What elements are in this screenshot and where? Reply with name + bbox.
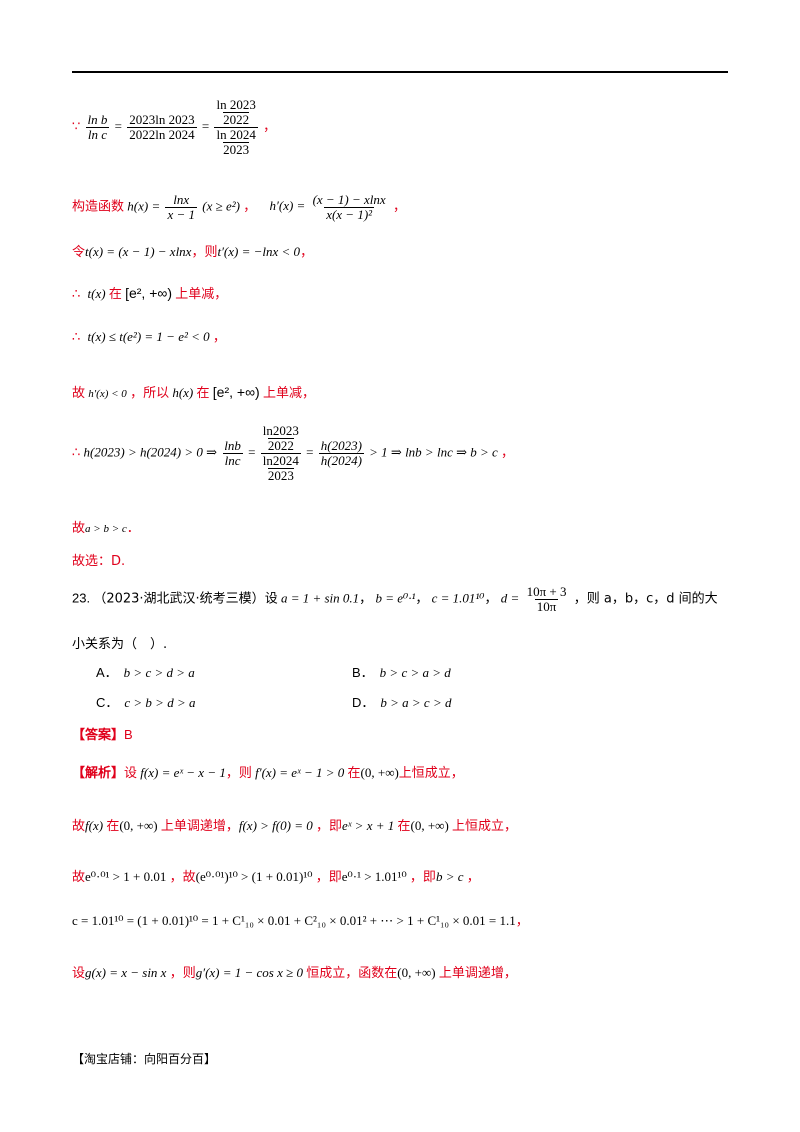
because-symbol: ∵ bbox=[72, 119, 81, 135]
line-let-t: 令t(x) = (x − 1) − xlnx，则t′(x) = −lnx < 0… bbox=[72, 244, 314, 260]
option-b[interactable]: B． b > c > a > d bbox=[352, 665, 451, 680]
analysis-line-2: 故f(x) 在(0, +∞) 上单调递增，f(x) > f(0) = 0 ，即e… bbox=[72, 818, 518, 834]
line-choose: 故选：D. bbox=[72, 554, 126, 569]
line-construct: 构造函数 h(x) = lnx x − 1 (x ≥ e²) ， h′(x) = … bbox=[72, 192, 406, 222]
line-h-decreasing: 故 h′(x) < 0 ，所以 h(x) 在 [e², +∞) 上单减， bbox=[72, 384, 315, 401]
footer-shop-name: 【淘宝店铺：向阳百分百】 bbox=[72, 1052, 217, 1066]
header-rule bbox=[72, 71, 728, 73]
line-ratio: ∵ ln b ln c = 2023ln 2023 2022ln 2024 = ln… bbox=[72, 97, 277, 157]
fraction-lnx: lnx x − 1 bbox=[165, 192, 198, 222]
fraction-h: h(2023) h(2024) bbox=[318, 438, 364, 468]
compound-fraction-2: ln2023 2022 ln2024 2023 bbox=[260, 423, 301, 483]
option-a[interactable]: A． b > c > d > a bbox=[96, 665, 195, 680]
question-23: 23. （2023·湖北武汉·统考三模）设 a = 1 + sin 0.1， b… bbox=[72, 584, 718, 614]
analysis-line-3: 故e⁰·⁰¹ > 1 + 0.01 ，故(e⁰·⁰¹)¹⁰ > (1 + 0.0… bbox=[72, 869, 480, 885]
answer-line: 【答案】B bbox=[72, 727, 133, 743]
fraction-2023: 2023ln 2023 2022ln 2024 bbox=[127, 112, 197, 142]
question-23-line2: 小关系为（ ）. bbox=[72, 637, 168, 652]
option-c[interactable]: C． c > b > d > a bbox=[96, 695, 196, 710]
fraction-lnb-lnc-2: lnb lnc bbox=[222, 438, 243, 468]
fraction-derivative: (x − 1) − xlnx x(x − 1)² bbox=[312, 192, 386, 222]
line-conclusion-chain: ∴ h(2023) > h(2024) > 0 ⇒ lnb lnc = ln202… bbox=[72, 423, 515, 483]
option-d[interactable]: D． b > a > c > d bbox=[352, 695, 452, 710]
fraction-d: 10π + 3 10π bbox=[526, 584, 567, 614]
line-final-order: 故a > b > c． bbox=[72, 521, 140, 536]
analysis-line-5: 设g(x) = x − sin x ，则g′(x) = 1 − cos x ≥ … bbox=[72, 965, 517, 981]
line-t-decreasing: ∴ t(x) 在 [e², +∞) 上单减， bbox=[72, 285, 228, 302]
fraction-lnb-lnc: ln b ln c bbox=[85, 112, 110, 142]
line-t-bound: ∴ t(x) ≤ t(e²) = 1 − e² < 0 ， bbox=[72, 329, 226, 345]
analysis-line-4: c = 1.01¹⁰ = (1 + 0.01)¹⁰ = 1 + C¹₁₀ × 0… bbox=[72, 913, 529, 929]
analysis-line-1: 【解析】设 f(x) = eˣ − x − 1，则 f′(x) = eˣ − 1… bbox=[72, 765, 464, 781]
compound-fraction: ln 2023 2022 ln 2024 2023 bbox=[214, 97, 258, 157]
